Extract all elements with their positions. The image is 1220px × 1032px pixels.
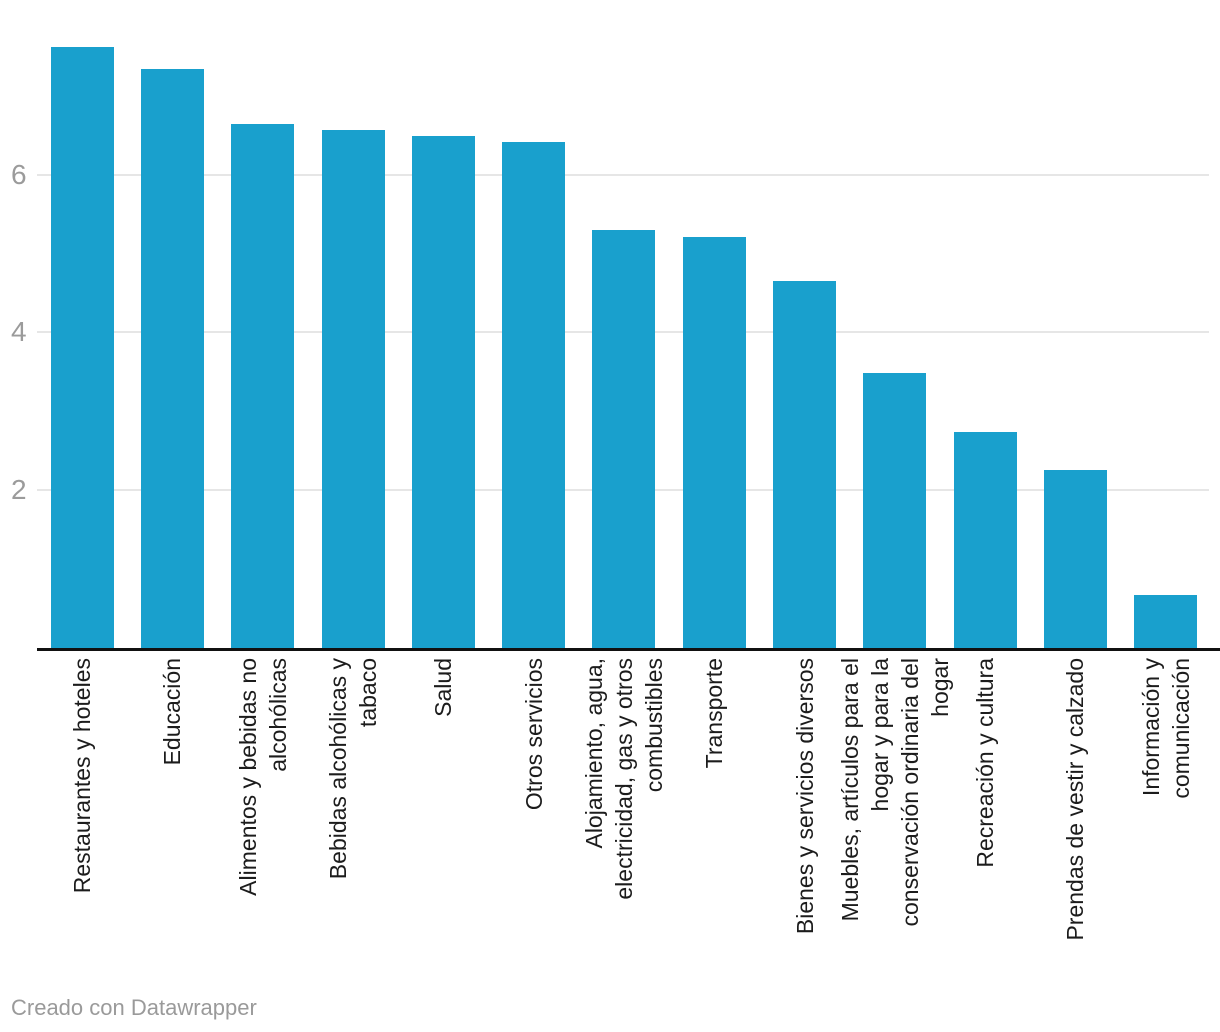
y-axis-tick-label: 6 (11, 158, 27, 190)
x-axis-label: Alojamiento, agua, electricidad, gas y o… (580, 658, 667, 900)
bar[interactable] (231, 124, 295, 648)
bar[interactable] (140, 69, 204, 648)
bar[interactable] (953, 432, 1017, 648)
bar[interactable] (863, 373, 927, 648)
credit-line: Creado con Datawrapper (11, 995, 257, 1021)
x-axis-label: Recreación y cultura (972, 658, 999, 868)
gridline (37, 173, 1209, 176)
bar[interactable] (1043, 470, 1107, 648)
x-axis-label: Alimentos y bebidas no alcohólicas (234, 658, 291, 896)
y-axis-tick-label: 4 (11, 316, 27, 348)
bar[interactable] (1134, 595, 1198, 648)
x-axis-label: Salud (430, 658, 457, 717)
bar[interactable] (411, 136, 475, 648)
bar[interactable] (773, 281, 837, 648)
y-axis-tick-label: 2 (11, 474, 27, 506)
bar[interactable] (592, 230, 656, 648)
x-axis-label: Bebidas alcohólicas y tabaco (325, 658, 382, 880)
x-axis-label: Otros servicios (520, 658, 547, 811)
x-axis-label: Prendas de vestir y calzado (1062, 658, 1089, 941)
x-axis-line (37, 648, 1220, 651)
x-axis-label: Educación (159, 658, 186, 766)
x-axis-label: Información y comunicación (1137, 658, 1194, 799)
credit-text: Creado con Datawrapper (11, 995, 257, 1020)
bar[interactable] (682, 237, 746, 648)
x-axis-label: Restaurantes y hoteles (69, 658, 96, 894)
bar[interactable] (321, 130, 385, 648)
bar[interactable] (50, 47, 114, 648)
x-axis-label: Muebles, artículos para el hogar y para … (836, 658, 953, 927)
x-axis-label: Transporte (701, 658, 728, 769)
x-axis-label: Bienes y servicios diversos (791, 658, 818, 935)
bar[interactable] (502, 142, 566, 648)
